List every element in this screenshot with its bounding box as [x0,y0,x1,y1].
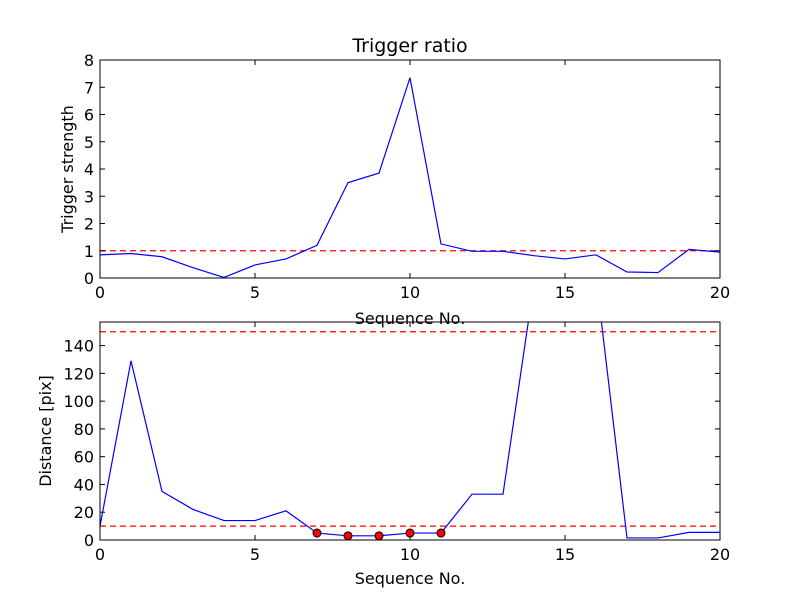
y-axis-label: Distance [pix] [36,375,55,487]
x-axis-label: Sequence No. [355,309,466,328]
y-tick-label: 7 [84,78,94,97]
plot-frame [99,59,721,279]
trigger-ratio-chart: 0 5 10 15 20 0 1 2 3 4 5 6 7 8 Trigger ratio Sequence… [58,35,730,328]
y-tick-label: 8 [84,51,94,70]
y-tick-label: 100 [63,392,94,411]
x-tick-label: 20 [710,545,730,564]
y-tick-label: 1 [84,242,94,261]
y-tick-label: 2 [84,215,94,234]
x-tick-label: 15 [555,545,575,564]
y-tick-label: 6 [84,106,94,125]
data-point [436,528,446,538]
data-point [312,528,322,538]
x-tick-label: 5 [250,283,260,302]
x-tick-label: 20 [710,283,730,302]
x-tick-label: 0 [95,283,105,302]
y-tick-label: 0 [84,531,94,550]
x-tick-label: 15 [555,283,575,302]
x-axis-label: Sequence No. [355,569,466,588]
y-axis-label: Trigger strength [58,105,77,234]
y-tick-label: 20 [74,503,94,522]
data-point [343,531,353,541]
x-tick-label: 10 [400,545,420,564]
series-line [100,77,720,278]
y-tick-label: 120 [63,364,94,383]
y-tick-label: 140 [63,337,94,356]
y-tick-label: 60 [74,448,94,467]
chart-title: Trigger ratio [351,35,467,57]
data-point [405,528,415,538]
y-tick-label: 0 [84,269,94,288]
x-tick-label: 0 [95,545,105,564]
y-tick-label: 3 [84,187,94,206]
y-tick-label: 80 [74,420,94,439]
y-tick-label: 40 [74,475,94,494]
data-point [374,531,384,541]
x-tick-label: 5 [250,545,260,564]
plot-frame [99,321,721,541]
x-tick-label: 10 [400,283,420,302]
y-tick-label: 4 [84,160,94,179]
y-tick-label: 5 [84,133,94,152]
